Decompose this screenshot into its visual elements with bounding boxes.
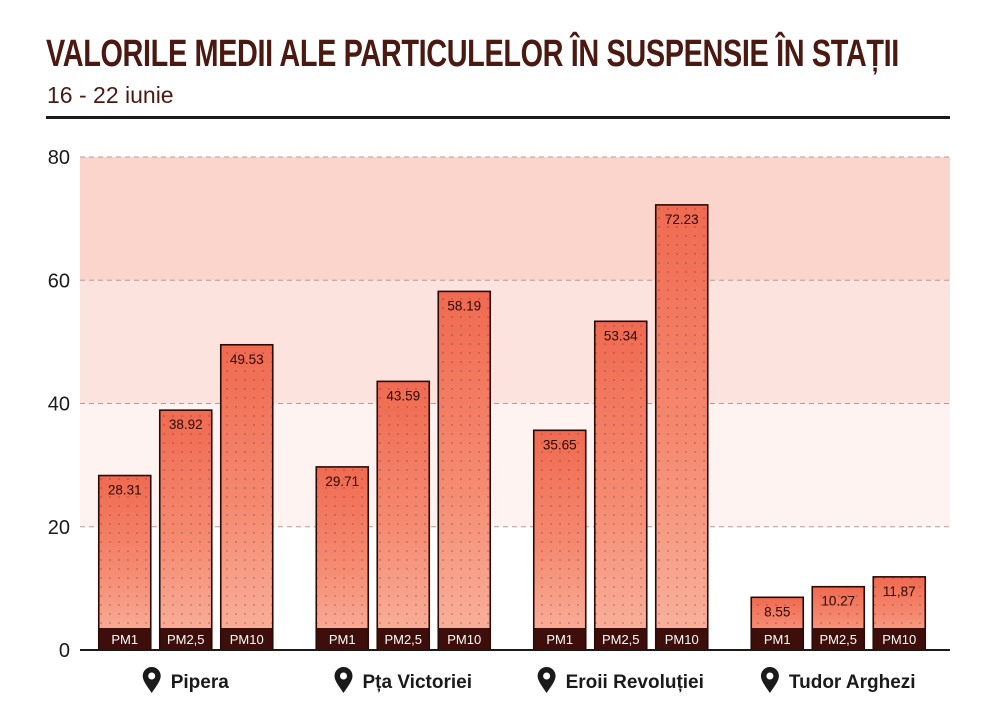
bar-group: 38.92 PM2,5 [158,409,213,651]
bar-value-label: 58.19 [447,298,481,313]
chart-subtitle: 16 - 22 iunie [47,82,174,108]
bar-group: 10.27 PM2,5 [811,585,866,651]
y-axis-ticks: 0 20 40 60 80 [48,147,70,662]
y-tick-label: 80 [48,147,70,169]
series-label-strip [159,628,212,650]
series-name-label: PM1 [546,632,573,647]
category-label: Tudor Arghezi [789,672,916,693]
category-label-group: Eroii Revoluției [537,667,704,693]
category-label: Pipera [171,672,230,693]
bar-texture [655,204,708,650]
bar-value-label: 28.31 [108,483,142,498]
bar-value-label: 72.23 [665,212,699,227]
bar-texture [377,381,430,650]
bar-group: 28.31 PM1 [97,474,152,651]
series-label-strip [98,628,151,650]
series-name-label: PM10 [665,632,699,647]
series-name-label: PM10 [230,632,264,647]
bar-value-label: 35.65 [543,437,577,452]
location-pin-icon [142,667,161,693]
series-name-label: PM1 [111,632,138,647]
series-label-strip [812,628,865,650]
series-label-strip [438,628,491,650]
bar-texture [220,344,273,650]
background-band [80,280,950,404]
location-pin-hole [766,672,774,680]
series-label-strip [220,628,273,650]
bar-value-label: 29.71 [325,474,359,489]
bar-group: 58.19 PM10 [437,290,492,651]
bar-value-label: 38.92 [169,417,203,432]
location-pin-icon [334,667,353,693]
location-pin-hole [148,672,156,680]
category-label-group: Pipera [142,667,230,693]
bar-group: 72.23 PM10 [654,204,709,651]
bar-texture [316,466,369,650]
series-name-label: PM10 [882,632,916,647]
series-name-label: PM2,5 [384,632,422,647]
bar-value-label: 10.27 [821,594,855,609]
bar-texture [159,410,212,650]
bar-group: 53.34 PM2,5 [593,320,648,651]
x-axis-categories: Pipera Pța Victoriei Eroii Revoluției Tudor… [142,667,916,693]
location-pin-icon [760,667,779,693]
series-name-label: PM10 [447,632,481,647]
bar-value-label: 43.59 [386,388,420,403]
series-label-strip [873,628,926,650]
bar-value-label: 49.53 [230,352,264,367]
series-name-label: PM2,5 [167,632,205,647]
chart-title: VALORILE MEDII ALE PARTICULELOR ÎN SUSPE… [46,33,899,75]
category-label: Pța Victoriei [363,672,472,693]
bar-value-label: 8.55 [764,604,790,619]
bar-value-label: 53.34 [604,328,638,343]
bar-group: 29.71 PM1 [315,466,370,651]
bar-texture [594,321,647,650]
series-name-label: PM1 [764,632,791,647]
series-label-strip [751,628,804,650]
series-name-label: PM2,5 [602,632,640,647]
bar-texture [98,475,151,650]
y-tick-label: 40 [48,394,70,416]
series-name-label: PM2,5 [819,632,857,647]
bar-group: 49.53 PM10 [219,343,274,651]
bar-group: 43.59 PM2,5 [376,380,431,651]
category-label-group: Tudor Arghezi [760,667,916,693]
location-pin-icon [537,667,556,693]
location-pin-hole [340,672,348,680]
series-label-strip [377,628,430,650]
series-label-strip [533,628,586,650]
y-tick-label: 20 [48,517,70,539]
location-pin-hole [543,672,551,680]
series-label-strip [316,628,369,650]
series-name-label: PM1 [329,632,356,647]
bars: 28.31 PM1 38.92 PM2,5 49.53 PM10 29.71 PM1 43.59… [97,204,927,651]
series-label-strip [655,628,708,650]
bar-texture [533,430,586,650]
bar-value-label: 11,87 [883,584,916,599]
category-label: Eroii Revoluției [566,672,704,693]
y-tick-label: 0 [59,640,70,662]
category-label-group: Pța Victoriei [334,667,472,693]
series-label-strip [594,628,647,650]
header-divider [46,116,950,119]
bar-texture [438,291,491,650]
bar-group: 11,87 PM10 [872,576,927,651]
y-tick-label: 60 [48,270,70,292]
bar-group: 8.55 PM1 [750,596,805,651]
bar-group: 35.65 PM1 [532,429,587,651]
background-band [80,157,950,281]
